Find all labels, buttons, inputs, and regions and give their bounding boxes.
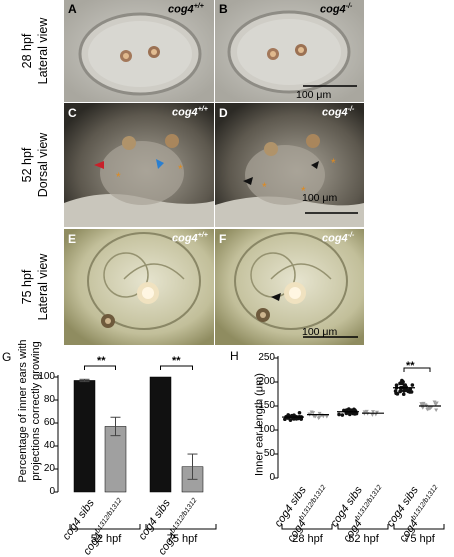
fig-h-point bbox=[337, 412, 341, 417]
fig-h-point bbox=[434, 401, 439, 405]
panel-f-image bbox=[215, 229, 364, 345]
fig-h-point bbox=[402, 383, 407, 388]
panel-e-letter: E bbox=[68, 232, 77, 246]
fig-g-ytick: 100 bbox=[38, 371, 55, 382]
panel-a-genotype: cog4+/+ bbox=[168, 3, 204, 16]
fig-h-point bbox=[297, 410, 302, 415]
fig-h-letter: H bbox=[230, 349, 239, 363]
fig-g-ytick: 0 bbox=[49, 486, 55, 497]
fig-h-point bbox=[432, 400, 437, 404]
panel-e-image bbox=[64, 229, 214, 345]
fig-g-letter: G bbox=[2, 350, 12, 364]
blue-arrowhead bbox=[156, 159, 164, 169]
fig-h-group-52hpf: 52 hpf bbox=[348, 533, 379, 545]
fig-h-point bbox=[347, 407, 351, 411]
fig-g-group-52hpf: 52 hpf bbox=[90, 533, 122, 545]
panel-b-genotype: cog4-/- bbox=[320, 3, 353, 16]
fig-g-bar bbox=[149, 376, 172, 493]
fig-g-bar bbox=[104, 426, 127, 493]
fig-h-group-bracket bbox=[393, 524, 445, 530]
fig-h-point bbox=[354, 411, 359, 416]
svg-text:*: * bbox=[178, 162, 183, 176]
fig-h-point bbox=[421, 401, 426, 406]
fig-g-group-75hpf: 75 hpf bbox=[166, 533, 198, 545]
panel-c-letter: C bbox=[68, 106, 77, 120]
fig-g-ytick: 40 bbox=[43, 440, 55, 451]
fig-h-point bbox=[398, 389, 403, 393]
fig-h-point bbox=[370, 413, 375, 417]
fig-h-point bbox=[393, 389, 398, 393]
panel-d-image: * * * bbox=[215, 103, 364, 227]
fig-h-point bbox=[434, 408, 439, 412]
panel-d-scale-label: 100 μm bbox=[302, 192, 338, 204]
fig-h-point bbox=[313, 414, 318, 419]
fig-h-point bbox=[410, 383, 415, 387]
fig-h-ytick: 50 bbox=[263, 448, 275, 459]
fig-g-ytick: 60 bbox=[43, 417, 55, 428]
fig-h-point bbox=[288, 418, 293, 422]
fig-g-sig-52: ** bbox=[97, 355, 106, 367]
panel-d-genotype: cog4-/- bbox=[322, 106, 355, 119]
fig-g-sig-bracket bbox=[160, 365, 193, 370]
panel-f-genotype: cog4-/- bbox=[322, 232, 355, 245]
fig-h-point bbox=[317, 411, 322, 416]
panel-e-genotype: cog4+/+ bbox=[172, 232, 208, 245]
svg-text:*: * bbox=[301, 184, 306, 198]
panel-d-letter: D bbox=[219, 106, 228, 120]
svg-text:*: * bbox=[331, 156, 336, 170]
fig-h-point bbox=[401, 392, 406, 397]
fig-h-point bbox=[309, 410, 314, 415]
fig-g-sig-bracket bbox=[84, 365, 116, 370]
fig-h-ytick: 250 bbox=[258, 352, 275, 363]
panel-f-letter: F bbox=[219, 232, 227, 246]
fig-h-group-28hpf: 28 hpf bbox=[292, 533, 323, 545]
fig-g-sig-75: ** bbox=[172, 355, 181, 367]
red-arrowhead bbox=[94, 161, 104, 169]
fig-h-group-bracket bbox=[337, 524, 389, 530]
fig-h-point bbox=[374, 410, 379, 415]
panel-a-image bbox=[64, 0, 214, 102]
fig-h-point bbox=[316, 416, 321, 421]
svg-text:*: * bbox=[116, 170, 121, 184]
fig-h-point bbox=[292, 413, 296, 417]
fig-h-ytick: 0 bbox=[269, 472, 275, 483]
panel-b-letter: B bbox=[219, 2, 228, 16]
panel-b-scale-label: 100 μm bbox=[296, 89, 332, 101]
panel-f-scale-label: 100 μm bbox=[302, 326, 338, 338]
fig-g-ytick: 20 bbox=[43, 463, 55, 474]
fig-h-point bbox=[371, 410, 376, 414]
fig-h-point bbox=[373, 412, 378, 417]
fig-h-ytick: 150 bbox=[258, 400, 275, 411]
fig-h-sig-75: ** bbox=[406, 360, 415, 372]
fig-h-sig-bracket bbox=[403, 367, 431, 372]
fig-h-group-75hpf: 75 hpf bbox=[404, 533, 435, 545]
panel-a-letter: A bbox=[68, 2, 77, 16]
fig-g-ytick: 80 bbox=[43, 394, 55, 405]
fig-g-group-bracket bbox=[145, 524, 217, 530]
fig-h-ytick: 100 bbox=[258, 424, 275, 435]
panel-c-image: * * bbox=[64, 103, 214, 227]
fig-h-point bbox=[401, 380, 405, 384]
fig-g-bar bbox=[73, 380, 96, 493]
svg-text:*: * bbox=[262, 180, 267, 194]
panel-b-image bbox=[215, 0, 364, 102]
fig-h-point bbox=[352, 407, 356, 412]
fig-h-point bbox=[394, 383, 399, 387]
fig-g-group-bracket bbox=[69, 524, 141, 530]
fig-h-ytick: 200 bbox=[258, 376, 275, 387]
fig-h-point bbox=[362, 410, 367, 414]
fig-h-point bbox=[340, 413, 345, 417]
fig-h-point bbox=[426, 407, 431, 411]
fig-h-point bbox=[324, 414, 329, 419]
fig-h-group-bracket bbox=[281, 524, 333, 530]
panel-c-genotype: cog4+/+ bbox=[172, 106, 208, 119]
fig-h-point bbox=[294, 417, 299, 421]
fig-h-point bbox=[409, 390, 414, 394]
fig-h-point bbox=[395, 392, 400, 396]
